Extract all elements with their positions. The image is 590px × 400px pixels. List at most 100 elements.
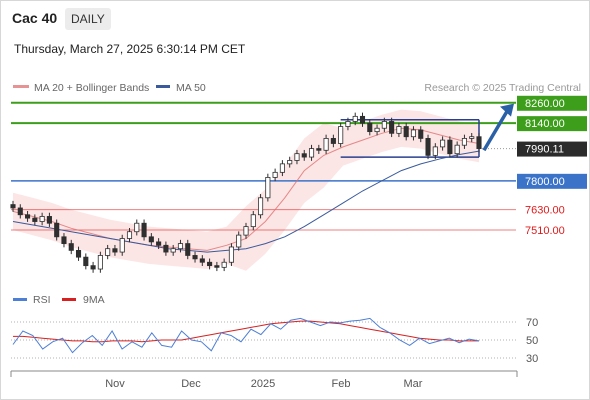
candle-body bbox=[126, 231, 133, 239]
candle bbox=[90, 261, 96, 273]
timeframe-badge[interactable]: DAILY bbox=[65, 8, 111, 30]
level-label-8260.00: 8260.00 bbox=[525, 98, 565, 110]
candle bbox=[192, 251, 198, 263]
candle-body bbox=[279, 163, 285, 173]
ma50-legend-swatch bbox=[156, 85, 170, 88]
ma20-legend-swatch bbox=[13, 85, 29, 88]
candle-body bbox=[83, 256, 89, 267]
candle-body bbox=[17, 207, 23, 216]
candle bbox=[330, 134, 336, 148]
candle-body bbox=[10, 204, 16, 209]
x-tick-Dec: Dec bbox=[181, 378, 201, 390]
candle-body bbox=[192, 255, 198, 260]
candle bbox=[228, 243, 234, 266]
candle bbox=[163, 241, 169, 256]
level-tag-8140.00 bbox=[517, 116, 587, 132]
candle bbox=[243, 222, 249, 239]
x-tick-Mar: Mar bbox=[404, 378, 423, 390]
candle-body bbox=[432, 146, 438, 156]
candle-body bbox=[367, 122, 373, 133]
rsi-tick-50: 50 bbox=[526, 335, 538, 347]
candle bbox=[410, 126, 417, 141]
candle bbox=[301, 149, 307, 161]
ma50-legend-label: MA 50 bbox=[176, 82, 206, 94]
candle-body bbox=[272, 171, 278, 178]
candle bbox=[323, 134, 329, 155]
x-tick-Feb: Feb bbox=[332, 378, 351, 390]
candle-body bbox=[381, 121, 387, 129]
candle bbox=[126, 227, 133, 243]
candle bbox=[396, 122, 402, 138]
candle-body bbox=[199, 258, 205, 263]
candle-body bbox=[265, 177, 271, 199]
candle-body bbox=[425, 138, 431, 156]
candle bbox=[10, 200, 16, 212]
candle-body bbox=[461, 138, 467, 146]
instrument-title: Cac 40 bbox=[12, 10, 58, 26]
candle bbox=[75, 246, 82, 261]
candle bbox=[25, 211, 31, 222]
candle-body bbox=[170, 248, 176, 253]
candle bbox=[170, 244, 176, 256]
candle-body bbox=[148, 236, 154, 243]
watermark: Research © 2025 Trading Central bbox=[424, 82, 581, 94]
level-label-7800.00: 7800.00 bbox=[525, 176, 565, 188]
candle bbox=[279, 160, 285, 177]
price-legend: MA 20 + Bollinger Bands MA 50 bbox=[13, 82, 206, 94]
candle bbox=[250, 211, 256, 231]
candle-body bbox=[236, 234, 242, 248]
candle bbox=[83, 253, 89, 270]
candle-body bbox=[410, 129, 417, 138]
candle-body bbox=[221, 261, 227, 268]
candle-body bbox=[90, 265, 96, 270]
candle-body bbox=[46, 216, 52, 224]
candle bbox=[46, 212, 52, 227]
candle-body bbox=[345, 121, 351, 127]
candle-body bbox=[54, 222, 60, 238]
candle-body bbox=[454, 144, 460, 155]
candle bbox=[440, 136, 446, 151]
candle-body bbox=[214, 265, 220, 268]
candle bbox=[272, 168, 278, 182]
candle bbox=[476, 132, 482, 153]
candle-body bbox=[75, 249, 82, 258]
rsi-tick-30: 30 bbox=[526, 353, 538, 365]
candle bbox=[68, 239, 74, 255]
candle-body bbox=[32, 217, 38, 222]
candle bbox=[54, 219, 60, 241]
rsi-legend-swatch bbox=[13, 298, 27, 301]
candle-body bbox=[25, 214, 31, 219]
candle-body bbox=[134, 222, 140, 233]
candle bbox=[308, 144, 315, 161]
candle bbox=[287, 156, 293, 168]
candle-body bbox=[396, 126, 402, 134]
candle bbox=[105, 244, 111, 260]
candle-body bbox=[97, 255, 103, 270]
candle bbox=[403, 122, 409, 141]
rsi-ma-line bbox=[13, 320, 479, 343]
candle bbox=[461, 134, 467, 149]
candle-body bbox=[308, 148, 315, 158]
candle bbox=[338, 122, 344, 148]
candle-body bbox=[243, 226, 249, 236]
candle-body bbox=[352, 115, 358, 122]
candle-body bbox=[68, 243, 74, 251]
candle-body bbox=[359, 115, 366, 124]
candle bbox=[294, 149, 300, 165]
ma20-legend-label: MA 20 + Bollinger Bands bbox=[34, 82, 149, 94]
candle-body bbox=[330, 138, 336, 144]
price-plot-area: 8260.00 8140.00 7990.11 7800.00 7630.00 7510.… bbox=[10, 95, 587, 273]
candle-body bbox=[119, 238, 125, 253]
candle bbox=[418, 126, 424, 143]
candle bbox=[177, 239, 184, 253]
candle bbox=[39, 212, 45, 226]
candle-body bbox=[338, 126, 344, 144]
level-label-8140.00: 8140.00 bbox=[525, 118, 565, 130]
candle bbox=[236, 231, 242, 251]
candle bbox=[265, 173, 271, 202]
candle bbox=[359, 112, 366, 127]
rsi-ma-legend-swatch bbox=[62, 298, 76, 301]
forecast-arrow-shaft bbox=[482, 108, 510, 152]
candle bbox=[112, 244, 118, 256]
